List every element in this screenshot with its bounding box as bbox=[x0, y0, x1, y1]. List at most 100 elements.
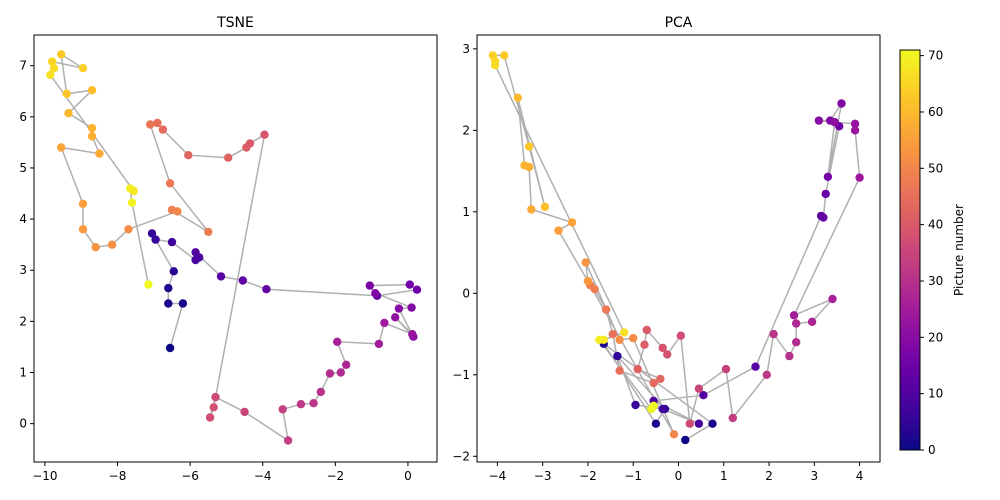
tsne-point-20 bbox=[394, 304, 404, 313]
tsne-point-64 bbox=[78, 63, 88, 73]
tsne-point-48 bbox=[204, 227, 213, 237]
tsne-point-67 bbox=[46, 70, 55, 80]
pca-ytick-label: 3 bbox=[462, 42, 470, 56]
tsne-ytick-label: 5 bbox=[19, 161, 27, 175]
tsne-point-10 bbox=[191, 248, 200, 257]
tsne-point-61 bbox=[87, 86, 97, 95]
pca-ytick-label: −1 bbox=[452, 368, 470, 382]
tsne-point-1 bbox=[178, 299, 188, 308]
pca-point-34 bbox=[721, 364, 731, 374]
pca-xtick-label: −4 bbox=[489, 469, 507, 483]
tsne-xtick-label: −2 bbox=[326, 469, 344, 483]
tsne-point-43 bbox=[184, 151, 193, 160]
pca-point-11 bbox=[751, 362, 760, 371]
colorbar-tick-label: 20 bbox=[928, 330, 943, 344]
tsne-point-17 bbox=[365, 281, 374, 290]
tsne-point-62 bbox=[62, 89, 71, 99]
tsne-point-28 bbox=[336, 368, 345, 377]
pca-point-61 bbox=[540, 202, 550, 212]
tsne-point-44 bbox=[158, 125, 168, 134]
colorbar-label: Picture number bbox=[952, 204, 966, 296]
tsne-ytick-label: 6 bbox=[19, 110, 27, 124]
tsne-point-39 bbox=[260, 130, 269, 139]
tsne-point-3 bbox=[164, 283, 173, 293]
pca-point-23 bbox=[850, 126, 860, 135]
tsne-point-47 bbox=[165, 179, 175, 188]
tsne-point-19 bbox=[407, 303, 416, 312]
tsne-point-25 bbox=[374, 339, 384, 349]
tsne-point-34 bbox=[283, 436, 293, 445]
tsne-point-57 bbox=[95, 149, 104, 158]
pca-point-45 bbox=[615, 366, 624, 375]
tsne-point-70 bbox=[127, 198, 137, 207]
pca-point-63 bbox=[500, 51, 509, 60]
tsne-point-30 bbox=[316, 387, 325, 397]
tsne-point-24 bbox=[380, 318, 389, 328]
colorbar-tick-label: 10 bbox=[928, 387, 943, 401]
tsne-point-22 bbox=[391, 313, 400, 322]
tsne-point-65 bbox=[48, 57, 57, 66]
colorbar-tick-label: 70 bbox=[928, 49, 943, 63]
pca-point-10 bbox=[699, 391, 708, 400]
tsne-point-26 bbox=[333, 337, 342, 346]
pca-point-18 bbox=[837, 99, 846, 108]
pca-point-66 bbox=[490, 60, 500, 70]
pca-point-59 bbox=[520, 161, 529, 170]
pca-point-20 bbox=[814, 116, 824, 125]
pca-xtick-label: 0 bbox=[675, 469, 683, 483]
tsne-point-42 bbox=[224, 153, 233, 162]
pca-point-71 bbox=[649, 401, 658, 410]
tsne-point-36 bbox=[211, 392, 220, 402]
tsne-point-12 bbox=[238, 276, 247, 285]
tsne-point-16 bbox=[405, 280, 414, 289]
pca-point-29 bbox=[792, 338, 801, 347]
tsne-point-41 bbox=[242, 143, 251, 152]
pca-point-27 bbox=[807, 317, 817, 326]
tsne-title: TSNE bbox=[216, 15, 254, 31]
pca-point-52 bbox=[615, 335, 624, 344]
pca-point-32 bbox=[762, 370, 771, 379]
pca-point-31 bbox=[769, 329, 778, 339]
tsne-ytick-label: 1 bbox=[19, 366, 27, 380]
tsne-ytick-label: 2 bbox=[19, 314, 27, 328]
tsne-point-29 bbox=[325, 369, 335, 378]
pca-point-60 bbox=[513, 93, 522, 102]
tsne-point-13 bbox=[262, 285, 271, 294]
tsne-point-32 bbox=[296, 400, 306, 409]
pca-point-69 bbox=[595, 335, 604, 344]
tsne-point-15 bbox=[412, 285, 422, 294]
pca-point-55 bbox=[554, 226, 563, 235]
colorbar-tick-label: 40 bbox=[928, 218, 943, 232]
tsne-point-69 bbox=[126, 184, 135, 193]
pca-xtick-label: 1 bbox=[720, 469, 728, 483]
pca-point-30 bbox=[785, 351, 794, 361]
tsne-point-50 bbox=[173, 207, 182, 216]
pca-point-3 bbox=[651, 419, 661, 428]
pca-ytick-label: 1 bbox=[462, 205, 470, 219]
pca-point-57 bbox=[527, 205, 536, 214]
pca-point-35 bbox=[694, 384, 704, 393]
pca-point-40 bbox=[642, 325, 651, 335]
pca-point-43 bbox=[656, 374, 665, 384]
tsne-point-18 bbox=[371, 289, 380, 298]
pca-point-47 bbox=[601, 305, 611, 314]
pca-point-38 bbox=[663, 350, 672, 359]
pca-point-22 bbox=[850, 119, 860, 128]
pca-xtick-label: 2 bbox=[765, 469, 773, 483]
pca-ytick-label: −2 bbox=[452, 449, 470, 463]
pca-point-67 bbox=[620, 328, 629, 337]
tsne-point-37 bbox=[205, 413, 215, 422]
pca-point-33 bbox=[728, 413, 737, 423]
pca-point-37 bbox=[676, 331, 685, 340]
colorbar: 0 10 20 30 40 50 60 70 Picture number bbox=[899, 49, 966, 457]
tsne-point-4 bbox=[169, 267, 178, 276]
pca-point-54 bbox=[583, 276, 593, 286]
tsne-point-0 bbox=[165, 343, 175, 353]
pca-point-26 bbox=[828, 294, 837, 304]
pca-point-39 bbox=[658, 343, 667, 353]
tsne-point-5 bbox=[147, 229, 157, 238]
pca-point-6 bbox=[631, 400, 640, 410]
tsne-point-53 bbox=[91, 243, 100, 252]
pca-point-36 bbox=[685, 419, 694, 428]
